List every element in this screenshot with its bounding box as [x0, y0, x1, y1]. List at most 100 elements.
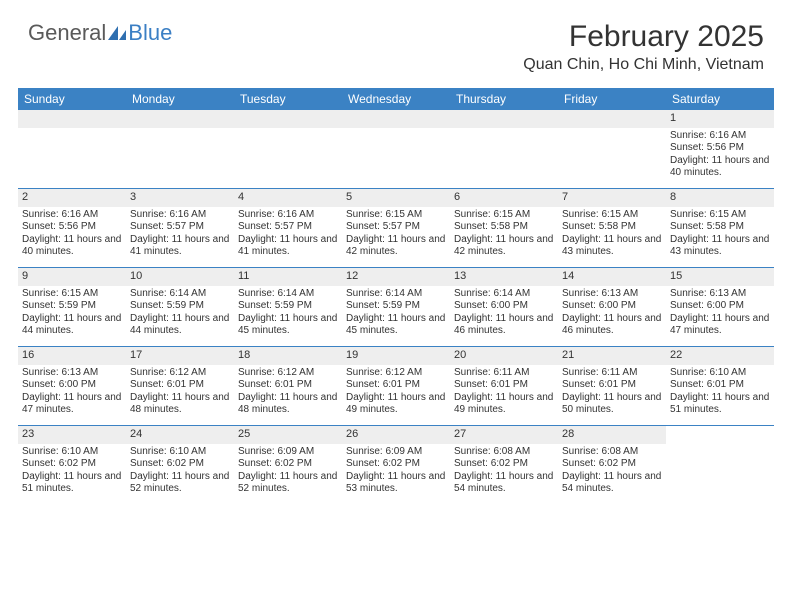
day-number: 13	[450, 268, 558, 286]
day-number	[558, 110, 666, 128]
day-number	[234, 110, 342, 128]
sunrise-text: Sunrise: 6:09 AM	[346, 446, 446, 459]
day-number	[126, 110, 234, 128]
daylight-text: Daylight: 11 hours and 45 minutes.	[346, 313, 446, 338]
logo: General Blue	[28, 20, 172, 46]
sunrise-text: Sunrise: 6:14 AM	[238, 288, 338, 301]
day-cell: 8Sunrise: 6:15 AMSunset: 5:58 PMDaylight…	[666, 189, 774, 267]
day-number: 5	[342, 189, 450, 207]
sunset-text: Sunset: 6:01 PM	[454, 379, 554, 392]
day-cell: 14Sunrise: 6:13 AMSunset: 6:00 PMDayligh…	[558, 268, 666, 346]
day-number: 19	[342, 347, 450, 365]
daylight-text: Daylight: 11 hours and 43 minutes.	[670, 234, 770, 259]
sunset-text: Sunset: 6:01 PM	[346, 379, 446, 392]
sunset-text: Sunset: 6:00 PM	[670, 300, 770, 313]
sunrise-text: Sunrise: 6:10 AM	[130, 446, 230, 459]
day-cell: 11Sunrise: 6:14 AMSunset: 5:59 PMDayligh…	[234, 268, 342, 346]
week-row: 23Sunrise: 6:10 AMSunset: 6:02 PMDayligh…	[18, 426, 774, 504]
daylight-text: Daylight: 11 hours and 47 minutes.	[22, 392, 122, 417]
sunset-text: Sunset: 6:02 PM	[238, 458, 338, 471]
sunrise-text: Sunrise: 6:10 AM	[22, 446, 122, 459]
daylight-text: Daylight: 11 hours and 49 minutes.	[346, 392, 446, 417]
day-cell: 20Sunrise: 6:11 AMSunset: 6:01 PMDayligh…	[450, 347, 558, 425]
sunset-text: Sunset: 5:58 PM	[454, 221, 554, 234]
sunset-text: Sunset: 6:02 PM	[130, 458, 230, 471]
day-cell: 9Sunrise: 6:15 AMSunset: 5:59 PMDaylight…	[18, 268, 126, 346]
weeks-container: 1Sunrise: 6:16 AMSunset: 5:56 PMDaylight…	[18, 110, 774, 504]
day-number: 3	[126, 189, 234, 207]
day-cell: 16Sunrise: 6:13 AMSunset: 6:00 PMDayligh…	[18, 347, 126, 425]
daylight-text: Daylight: 11 hours and 53 minutes.	[346, 471, 446, 496]
week-row: 2Sunrise: 6:16 AMSunset: 5:56 PMDaylight…	[18, 189, 774, 267]
sunset-text: Sunset: 6:00 PM	[562, 300, 662, 313]
sunrise-text: Sunrise: 6:14 AM	[130, 288, 230, 301]
day-number	[18, 110, 126, 128]
sunset-text: Sunset: 6:02 PM	[454, 458, 554, 471]
day-number: 6	[450, 189, 558, 207]
day-number: 18	[234, 347, 342, 365]
weekday-header: Saturday	[666, 88, 774, 110]
sunset-text: Sunset: 5:59 PM	[22, 300, 122, 313]
sunset-text: Sunset: 5:59 PM	[346, 300, 446, 313]
sunrise-text: Sunrise: 6:08 AM	[562, 446, 662, 459]
day-cell	[342, 110, 450, 188]
day-number: 12	[342, 268, 450, 286]
sunset-text: Sunset: 6:00 PM	[22, 379, 122, 392]
sunrise-text: Sunrise: 6:12 AM	[238, 367, 338, 380]
sunset-text: Sunset: 6:01 PM	[562, 379, 662, 392]
day-number: 24	[126, 426, 234, 444]
day-cell	[234, 110, 342, 188]
day-cell	[450, 110, 558, 188]
daylight-text: Daylight: 11 hours and 49 minutes.	[454, 392, 554, 417]
sunset-text: Sunset: 6:02 PM	[346, 458, 446, 471]
sail-icon	[108, 26, 126, 40]
daylight-text: Daylight: 11 hours and 51 minutes.	[670, 392, 770, 417]
day-cell: 23Sunrise: 6:10 AMSunset: 6:02 PMDayligh…	[18, 426, 126, 504]
daylight-text: Daylight: 11 hours and 52 minutes.	[238, 471, 338, 496]
sunset-text: Sunset: 6:02 PM	[22, 458, 122, 471]
day-number: 17	[126, 347, 234, 365]
page-title: February 2025	[523, 20, 764, 54]
day-number: 2	[18, 189, 126, 207]
week-row: 1Sunrise: 6:16 AMSunset: 5:56 PMDaylight…	[18, 110, 774, 188]
daylight-text: Daylight: 11 hours and 40 minutes.	[22, 234, 122, 259]
day-number: 23	[18, 426, 126, 444]
day-cell: 3Sunrise: 6:16 AMSunset: 5:57 PMDaylight…	[126, 189, 234, 267]
daylight-text: Daylight: 11 hours and 42 minutes.	[454, 234, 554, 259]
day-number: 8	[666, 189, 774, 207]
day-cell: 25Sunrise: 6:09 AMSunset: 6:02 PMDayligh…	[234, 426, 342, 504]
sunrise-text: Sunrise: 6:16 AM	[670, 130, 770, 143]
day-cell: 13Sunrise: 6:14 AMSunset: 6:00 PMDayligh…	[450, 268, 558, 346]
day-number: 9	[18, 268, 126, 286]
daylight-text: Daylight: 11 hours and 47 minutes.	[670, 313, 770, 338]
sunrise-text: Sunrise: 6:08 AM	[454, 446, 554, 459]
day-number: 15	[666, 268, 774, 286]
daylight-text: Daylight: 11 hours and 45 minutes.	[238, 313, 338, 338]
daylight-text: Daylight: 11 hours and 44 minutes.	[22, 313, 122, 338]
day-number: 26	[342, 426, 450, 444]
sunrise-text: Sunrise: 6:15 AM	[346, 209, 446, 222]
day-cell: 22Sunrise: 6:10 AMSunset: 6:01 PMDayligh…	[666, 347, 774, 425]
sunrise-text: Sunrise: 6:14 AM	[454, 288, 554, 301]
daylight-text: Daylight: 11 hours and 46 minutes.	[562, 313, 662, 338]
day-cell: 15Sunrise: 6:13 AMSunset: 6:00 PMDayligh…	[666, 268, 774, 346]
day-cell: 6Sunrise: 6:15 AMSunset: 5:58 PMDaylight…	[450, 189, 558, 267]
weekday-header: Friday	[558, 88, 666, 110]
day-number: 7	[558, 189, 666, 207]
day-cell	[126, 110, 234, 188]
sunrise-text: Sunrise: 6:15 AM	[670, 209, 770, 222]
weekday-header: Thursday	[450, 88, 558, 110]
sunset-text: Sunset: 5:59 PM	[130, 300, 230, 313]
sunrise-text: Sunrise: 6:16 AM	[238, 209, 338, 222]
sunset-text: Sunset: 6:01 PM	[130, 379, 230, 392]
sunrise-text: Sunrise: 6:12 AM	[130, 367, 230, 380]
sunset-text: Sunset: 5:57 PM	[130, 221, 230, 234]
day-cell: 24Sunrise: 6:10 AMSunset: 6:02 PMDayligh…	[126, 426, 234, 504]
daylight-text: Daylight: 11 hours and 44 minutes.	[130, 313, 230, 338]
sunset-text: Sunset: 5:56 PM	[22, 221, 122, 234]
day-cell: 19Sunrise: 6:12 AMSunset: 6:01 PMDayligh…	[342, 347, 450, 425]
day-cell: 17Sunrise: 6:12 AMSunset: 6:01 PMDayligh…	[126, 347, 234, 425]
day-number: 16	[18, 347, 126, 365]
day-number: 14	[558, 268, 666, 286]
weekday-header: Wednesday	[342, 88, 450, 110]
